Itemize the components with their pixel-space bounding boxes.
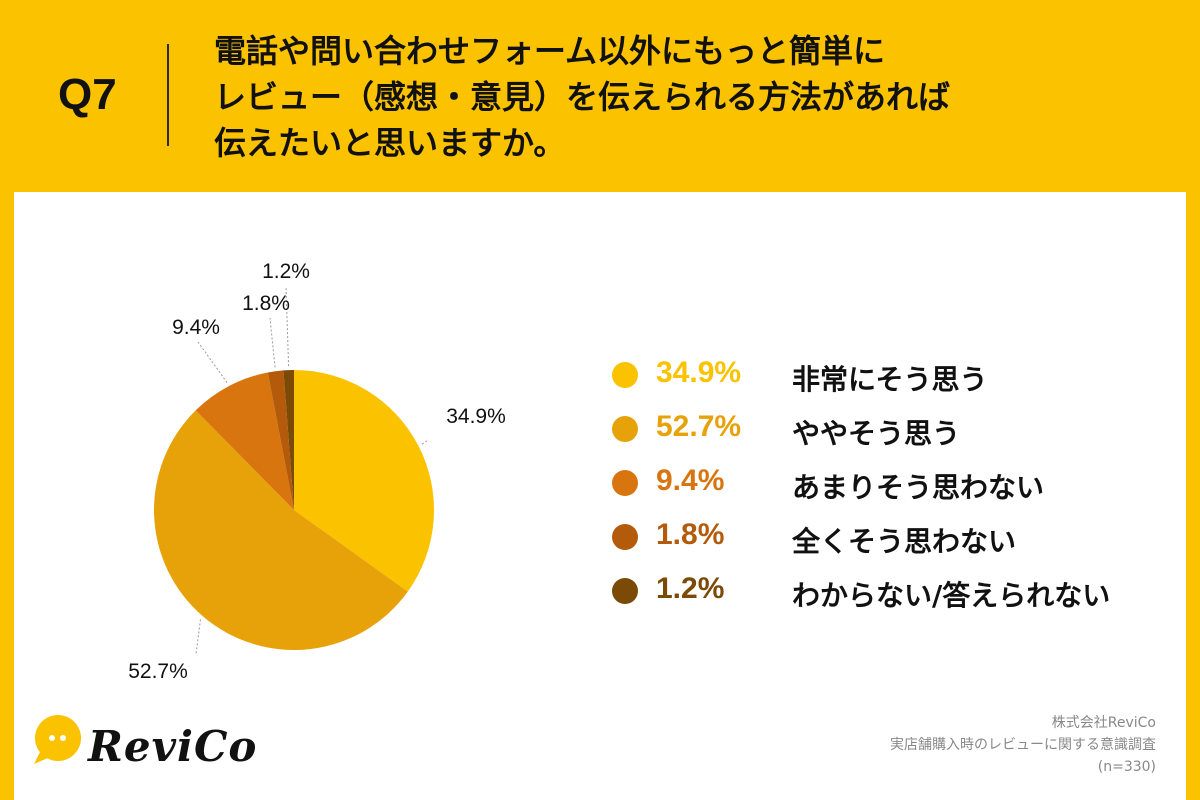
source-note: 株式会社ReviCo 実店舗購入時のレビューに関する意識調査 (n=330) — [890, 712, 1156, 778]
legend-dot-icon — [612, 416, 638, 442]
data-label-3: 9.4% — [172, 316, 220, 339]
legend-dot-icon — [612, 362, 638, 388]
header-divider — [167, 44, 169, 146]
leader-line-2 — [195, 619, 201, 655]
leader-line-5 — [285, 285, 290, 367]
source-sample: (n=330) — [1097, 759, 1156, 775]
legend-label: ややそう思う — [792, 417, 961, 450]
brand-logo-text: ReviCo — [88, 722, 258, 771]
legend-dot-icon — [612, 524, 638, 550]
speech-bubble-icon — [34, 715, 81, 764]
legend-label: 全くそう思わない — [792, 525, 1017, 558]
legend-percent: 9.4% — [656, 464, 725, 497]
pie-slice-2 — [154, 410, 408, 650]
legend-label: 非常にそう思う — [792, 363, 988, 396]
data-label-5: 1.2% — [262, 260, 310, 283]
leader-line-1 — [421, 439, 429, 445]
legend-dot-icon — [612, 470, 638, 496]
question-text: 電話や問い合わせフォーム以外にもっと簡単に レビュー（感想・意見）を伝えられる方… — [214, 28, 1114, 166]
leader-line-3 — [197, 341, 228, 383]
source-company: 株式会社ReviCo — [1051, 715, 1156, 731]
data-label-4: 1.8% — [242, 292, 290, 315]
legend-dot-icon — [612, 578, 638, 604]
question-line-1: 電話や問い合わせフォーム以外にもっと簡単に — [214, 32, 886, 70]
data-label-1: 34.9% — [446, 405, 506, 428]
leader-line-4 — [269, 317, 276, 368]
data-label-2: 52.7% — [128, 660, 188, 683]
pie-slice-1 — [294, 370, 435, 592]
legend-label: わからない/答えられない — [792, 579, 1111, 612]
question-line-2: レビュー（感想・意見）を伝えられる方法があれば — [214, 78, 951, 116]
pie-slice-4 — [267, 370, 294, 510]
pie-slice-3 — [195, 372, 294, 510]
legend-percent: 34.9% — [656, 356, 742, 389]
legend-percent: 1.2% — [656, 572, 725, 605]
legend-percent: 1.8% — [656, 518, 725, 551]
legend-label: あまりそう思わない — [792, 471, 1045, 504]
question-number: Q7 — [58, 70, 117, 119]
legend-percent: 52.7% — [656, 410, 742, 443]
pie-slice-5 — [283, 370, 294, 510]
source-survey: 実店舗購入時のレビューに関する意識調査 — [890, 737, 1156, 753]
question-line-3: 伝えたいと思いますか。 — [214, 124, 566, 162]
